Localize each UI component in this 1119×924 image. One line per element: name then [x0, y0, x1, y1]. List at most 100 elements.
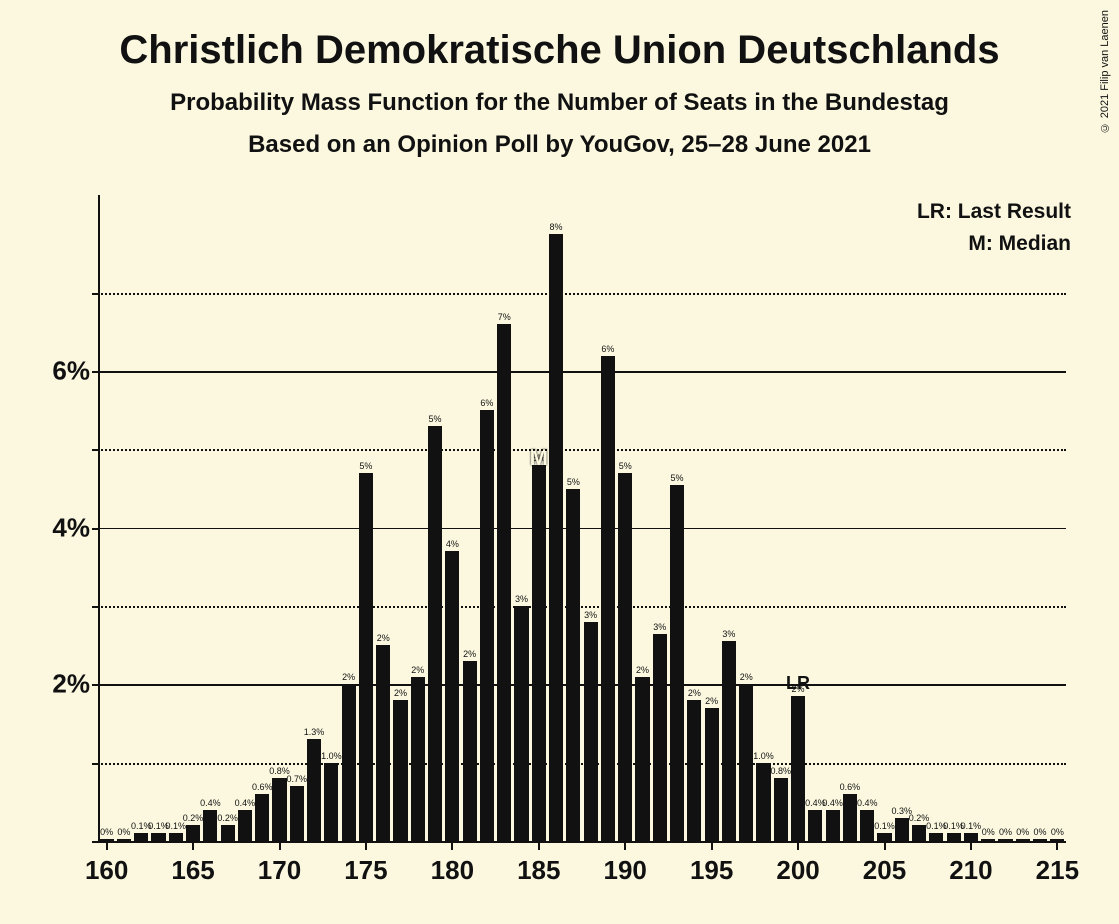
bar-value-label: 2% — [411, 665, 424, 675]
x-tick — [538, 843, 540, 850]
x-tick-label: 165 — [171, 855, 214, 886]
bar-value-label: 2% — [342, 672, 355, 682]
x-tick-label: 195 — [690, 855, 733, 886]
x-tick — [365, 843, 367, 850]
gridline — [98, 371, 1066, 373]
y-tick — [92, 449, 98, 451]
bar: 1.3% — [307, 739, 321, 841]
x-tick — [106, 843, 108, 850]
bar-value-label: 2% — [705, 696, 718, 706]
y-tick — [92, 528, 98, 530]
bar: 3% — [514, 606, 528, 841]
bar-value-label: 0% — [1016, 827, 1029, 837]
bar-value-label: 4% — [446, 539, 459, 549]
bar-value-label: 3% — [653, 622, 666, 632]
y-tick — [92, 293, 98, 295]
chart-subtitle-1: Probability Mass Function for the Number… — [0, 89, 1119, 117]
bar: 3% — [584, 622, 598, 841]
x-tick-label: 170 — [258, 855, 301, 886]
x-tick — [711, 843, 713, 850]
x-tick-label: 200 — [776, 855, 819, 886]
bar-value-label: 0.4% — [235, 798, 256, 808]
x-tick — [451, 843, 453, 850]
bar-value-label: 8% — [550, 222, 563, 232]
bar-value-label: 1.3% — [304, 727, 325, 737]
bar-value-label: 3% — [515, 594, 528, 604]
bar-value-label: 7% — [498, 312, 511, 322]
bar-value-label: 0.8% — [771, 766, 792, 776]
x-tick — [192, 843, 194, 850]
bar: 0% — [1033, 839, 1047, 841]
bar-value-label: 2% — [463, 649, 476, 659]
x-tick-label: 175 — [344, 855, 387, 886]
bar: 0.8% — [272, 778, 286, 841]
x-tick-label: 215 — [1036, 855, 1079, 886]
bar-value-label: 3% — [584, 610, 597, 620]
bar-value-label: 2% — [740, 672, 753, 682]
y-tick-label: 6% — [52, 356, 90, 387]
bar: 0.1% — [169, 833, 183, 841]
bar: 0% — [981, 839, 995, 841]
bar: 1.0% — [324, 763, 338, 841]
bar: 2% — [635, 677, 649, 841]
x-tick — [970, 843, 972, 850]
bar: 0.2% — [912, 825, 926, 841]
bar: 0.1% — [929, 833, 943, 841]
x-tick — [797, 843, 799, 850]
y-tick-label: 2% — [52, 669, 90, 700]
gridline-minor — [98, 293, 1066, 295]
x-tick-label: 185 — [517, 855, 560, 886]
bar-value-label: 2% — [377, 633, 390, 643]
title-block: Christlich Demokratische Union Deutschla… — [0, 0, 1119, 159]
bar-value-label: 0.2% — [217, 813, 238, 823]
bar-value-label: 2% — [394, 688, 407, 698]
bar: 0.7% — [290, 786, 304, 841]
x-tick — [624, 843, 626, 850]
bar-value-label: 0.1% — [874, 821, 895, 831]
bar-value-label: 5% — [429, 414, 442, 424]
x-tick-label: 210 — [949, 855, 992, 886]
x-tick — [279, 843, 281, 850]
chart-title: Christlich Demokratische Union Deutschla… — [0, 28, 1119, 73]
gridline — [98, 528, 1066, 530]
bar-value-label: 0.7% — [287, 774, 308, 784]
bar: 0.4% — [826, 810, 840, 841]
bar-value-label: 5% — [359, 461, 372, 471]
bar-value-label: 5% — [567, 477, 580, 487]
bar: 0.1% — [151, 833, 165, 841]
bar: 2% — [411, 677, 425, 841]
y-tick — [92, 371, 98, 373]
bar: 0.1% — [947, 833, 961, 841]
bar: 0.6% — [255, 794, 269, 841]
gridline — [98, 684, 1066, 686]
bar: 0.8% — [774, 778, 788, 841]
gridline-minor — [98, 763, 1066, 765]
x-tick-label: 180 — [431, 855, 474, 886]
chart-container: 0%0%0.1%0.1%0.1%0.2%0.4%0.2%0.4%0.6%0.8%… — [40, 195, 1090, 895]
bar-value-label: 1.0% — [321, 751, 342, 761]
y-tick — [92, 841, 98, 843]
chart-subtitle-2: Based on an Opinion Poll by YouGov, 25–2… — [0, 131, 1119, 159]
bar-value-label: 0% — [1034, 827, 1047, 837]
bar: 2% — [393, 700, 407, 841]
bar-value-label: 6% — [601, 344, 614, 354]
bar: 8% — [549, 234, 563, 841]
bar: 0% — [1016, 839, 1030, 841]
bar: 6% — [601, 356, 615, 841]
bar: 3% — [722, 641, 736, 841]
bar-value-label: 0.6% — [840, 782, 861, 792]
plot-area: 0%0%0.1%0.1%0.1%0.2%0.4%0.2%0.4%0.6%0.8%… — [98, 195, 1066, 843]
bar-value-label: 0.6% — [252, 782, 273, 792]
bar-value-label: 0.1% — [961, 821, 982, 831]
bar-value-label: 6% — [480, 398, 493, 408]
bar: 0.1% — [877, 833, 891, 841]
bar: 5% — [670, 485, 684, 841]
bar: 0% — [117, 839, 131, 841]
bar-value-label: 0.4% — [857, 798, 878, 808]
bar-value-label: 5% — [619, 461, 632, 471]
bar: 0.4% — [238, 810, 252, 841]
bar: 0.2% — [186, 825, 200, 841]
bar: 0.1% — [134, 833, 148, 841]
bar-value-label: 2% — [636, 665, 649, 675]
bar: 0.2% — [221, 825, 235, 841]
